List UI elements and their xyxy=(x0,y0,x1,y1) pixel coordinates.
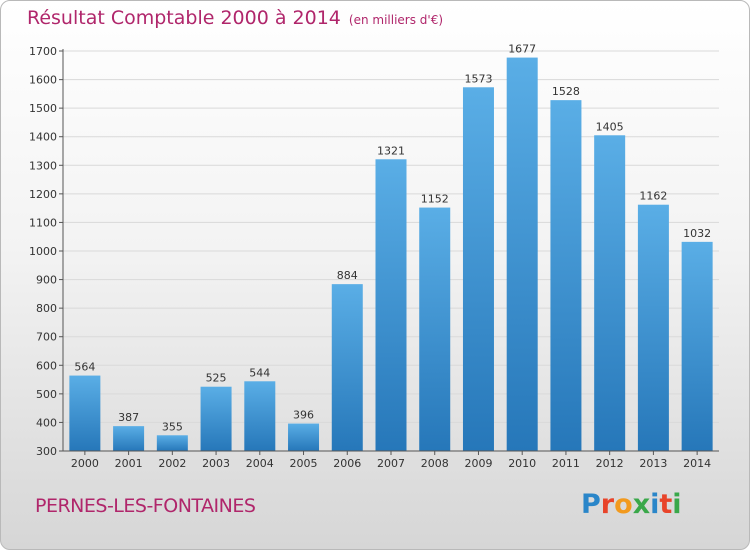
y-tick-label: 700 xyxy=(36,331,57,344)
labels: 300 400 500 600 700 800 900 1000 1100 1200 1300 140… xyxy=(29,43,711,470)
value-label: 396 xyxy=(293,409,314,422)
city-name: PERNES-LES-FONTAINES xyxy=(35,495,256,517)
x-tick-label: 2003 xyxy=(202,457,230,470)
x-tick-label: 2009 xyxy=(464,457,492,470)
y-tick-label: 800 xyxy=(36,302,57,315)
bar-2000 xyxy=(69,375,101,451)
axes xyxy=(59,49,719,455)
y-tick-label: 300 xyxy=(36,445,57,458)
bar-2014 xyxy=(681,241,713,451)
x-tick-label: 2011 xyxy=(552,457,580,470)
value-label: 355 xyxy=(162,420,183,433)
bar-2003 xyxy=(200,386,232,451)
logo-letter: P xyxy=(581,489,601,520)
y-tick-label: 1300 xyxy=(29,159,57,172)
value-label: 525 xyxy=(206,372,227,385)
value-label: 1528 xyxy=(552,85,580,98)
y-tick-label: 1400 xyxy=(29,131,57,144)
bar-2008 xyxy=(419,207,451,451)
y-tick-label: 900 xyxy=(36,274,57,287)
value-label: 884 xyxy=(337,269,358,282)
bar-2013 xyxy=(637,204,669,451)
value-label: 1321 xyxy=(377,144,405,157)
y-tick-label: 1100 xyxy=(29,216,57,229)
x-tick-label: 2012 xyxy=(596,457,624,470)
y-tick-label: 1700 xyxy=(29,45,57,58)
x-tick-label: 2013 xyxy=(639,457,667,470)
y-tick-label: 600 xyxy=(36,359,57,372)
x-tick-label: 2010 xyxy=(508,457,536,470)
y-tick-label: 1600 xyxy=(29,74,57,87)
x-tick-label: 2004 xyxy=(246,457,274,470)
x-tick-label: 2002 xyxy=(158,457,186,470)
bar-2009 xyxy=(462,87,494,452)
y-tick-label: 400 xyxy=(36,416,57,429)
value-label: 387 xyxy=(118,411,139,424)
value-label: 1573 xyxy=(464,72,492,85)
y-tick-label: 1200 xyxy=(29,188,57,201)
bar-2001 xyxy=(113,426,145,451)
chart-title: Résultat Comptable 2000 à 2014 (en millie… xyxy=(27,7,443,29)
bar-2007 xyxy=(375,159,407,452)
x-tick-label: 2000 xyxy=(71,457,99,470)
x-tick-label: 2014 xyxy=(683,457,711,470)
y-tick-label: 1000 xyxy=(29,245,57,258)
x-tick-label: 2005 xyxy=(290,457,318,470)
logo-letter: t xyxy=(659,489,673,520)
bar-2005 xyxy=(288,423,320,451)
x-tick-label: 2007 xyxy=(377,457,405,470)
title-unit: (en milliers d'€) xyxy=(348,13,444,27)
value-label: 1032 xyxy=(683,227,711,240)
x-tick-label: 2006 xyxy=(333,457,361,470)
title-text: Résultat Comptable 2000 à 2014 xyxy=(27,7,341,29)
value-label: 1152 xyxy=(421,193,449,206)
x-tick-label: 2008 xyxy=(421,457,449,470)
value-label: 1405 xyxy=(596,120,624,133)
value-label: 1162 xyxy=(639,190,667,203)
y-tick-label: 1500 xyxy=(29,102,57,115)
logo-letter: x xyxy=(632,489,651,520)
proxiti-logo: Proxiti xyxy=(581,489,682,520)
x-tick-label: 2001 xyxy=(115,457,143,470)
logo-letter: o xyxy=(614,489,633,520)
bar-2006 xyxy=(331,284,363,451)
value-label: 564 xyxy=(74,361,95,374)
value-label: 1677 xyxy=(508,43,536,56)
bar-2002 xyxy=(156,435,188,451)
bar-2010 xyxy=(506,57,538,451)
logo-letter: r xyxy=(600,489,615,520)
value-label: 544 xyxy=(249,366,270,379)
logo-letter: i xyxy=(672,489,682,520)
bar-2011 xyxy=(550,100,582,452)
bar-2012 xyxy=(594,135,626,452)
bar-2004 xyxy=(244,381,276,451)
bars xyxy=(69,57,713,452)
logo-letter: i xyxy=(650,489,660,520)
y-tick-label: 500 xyxy=(36,388,57,401)
